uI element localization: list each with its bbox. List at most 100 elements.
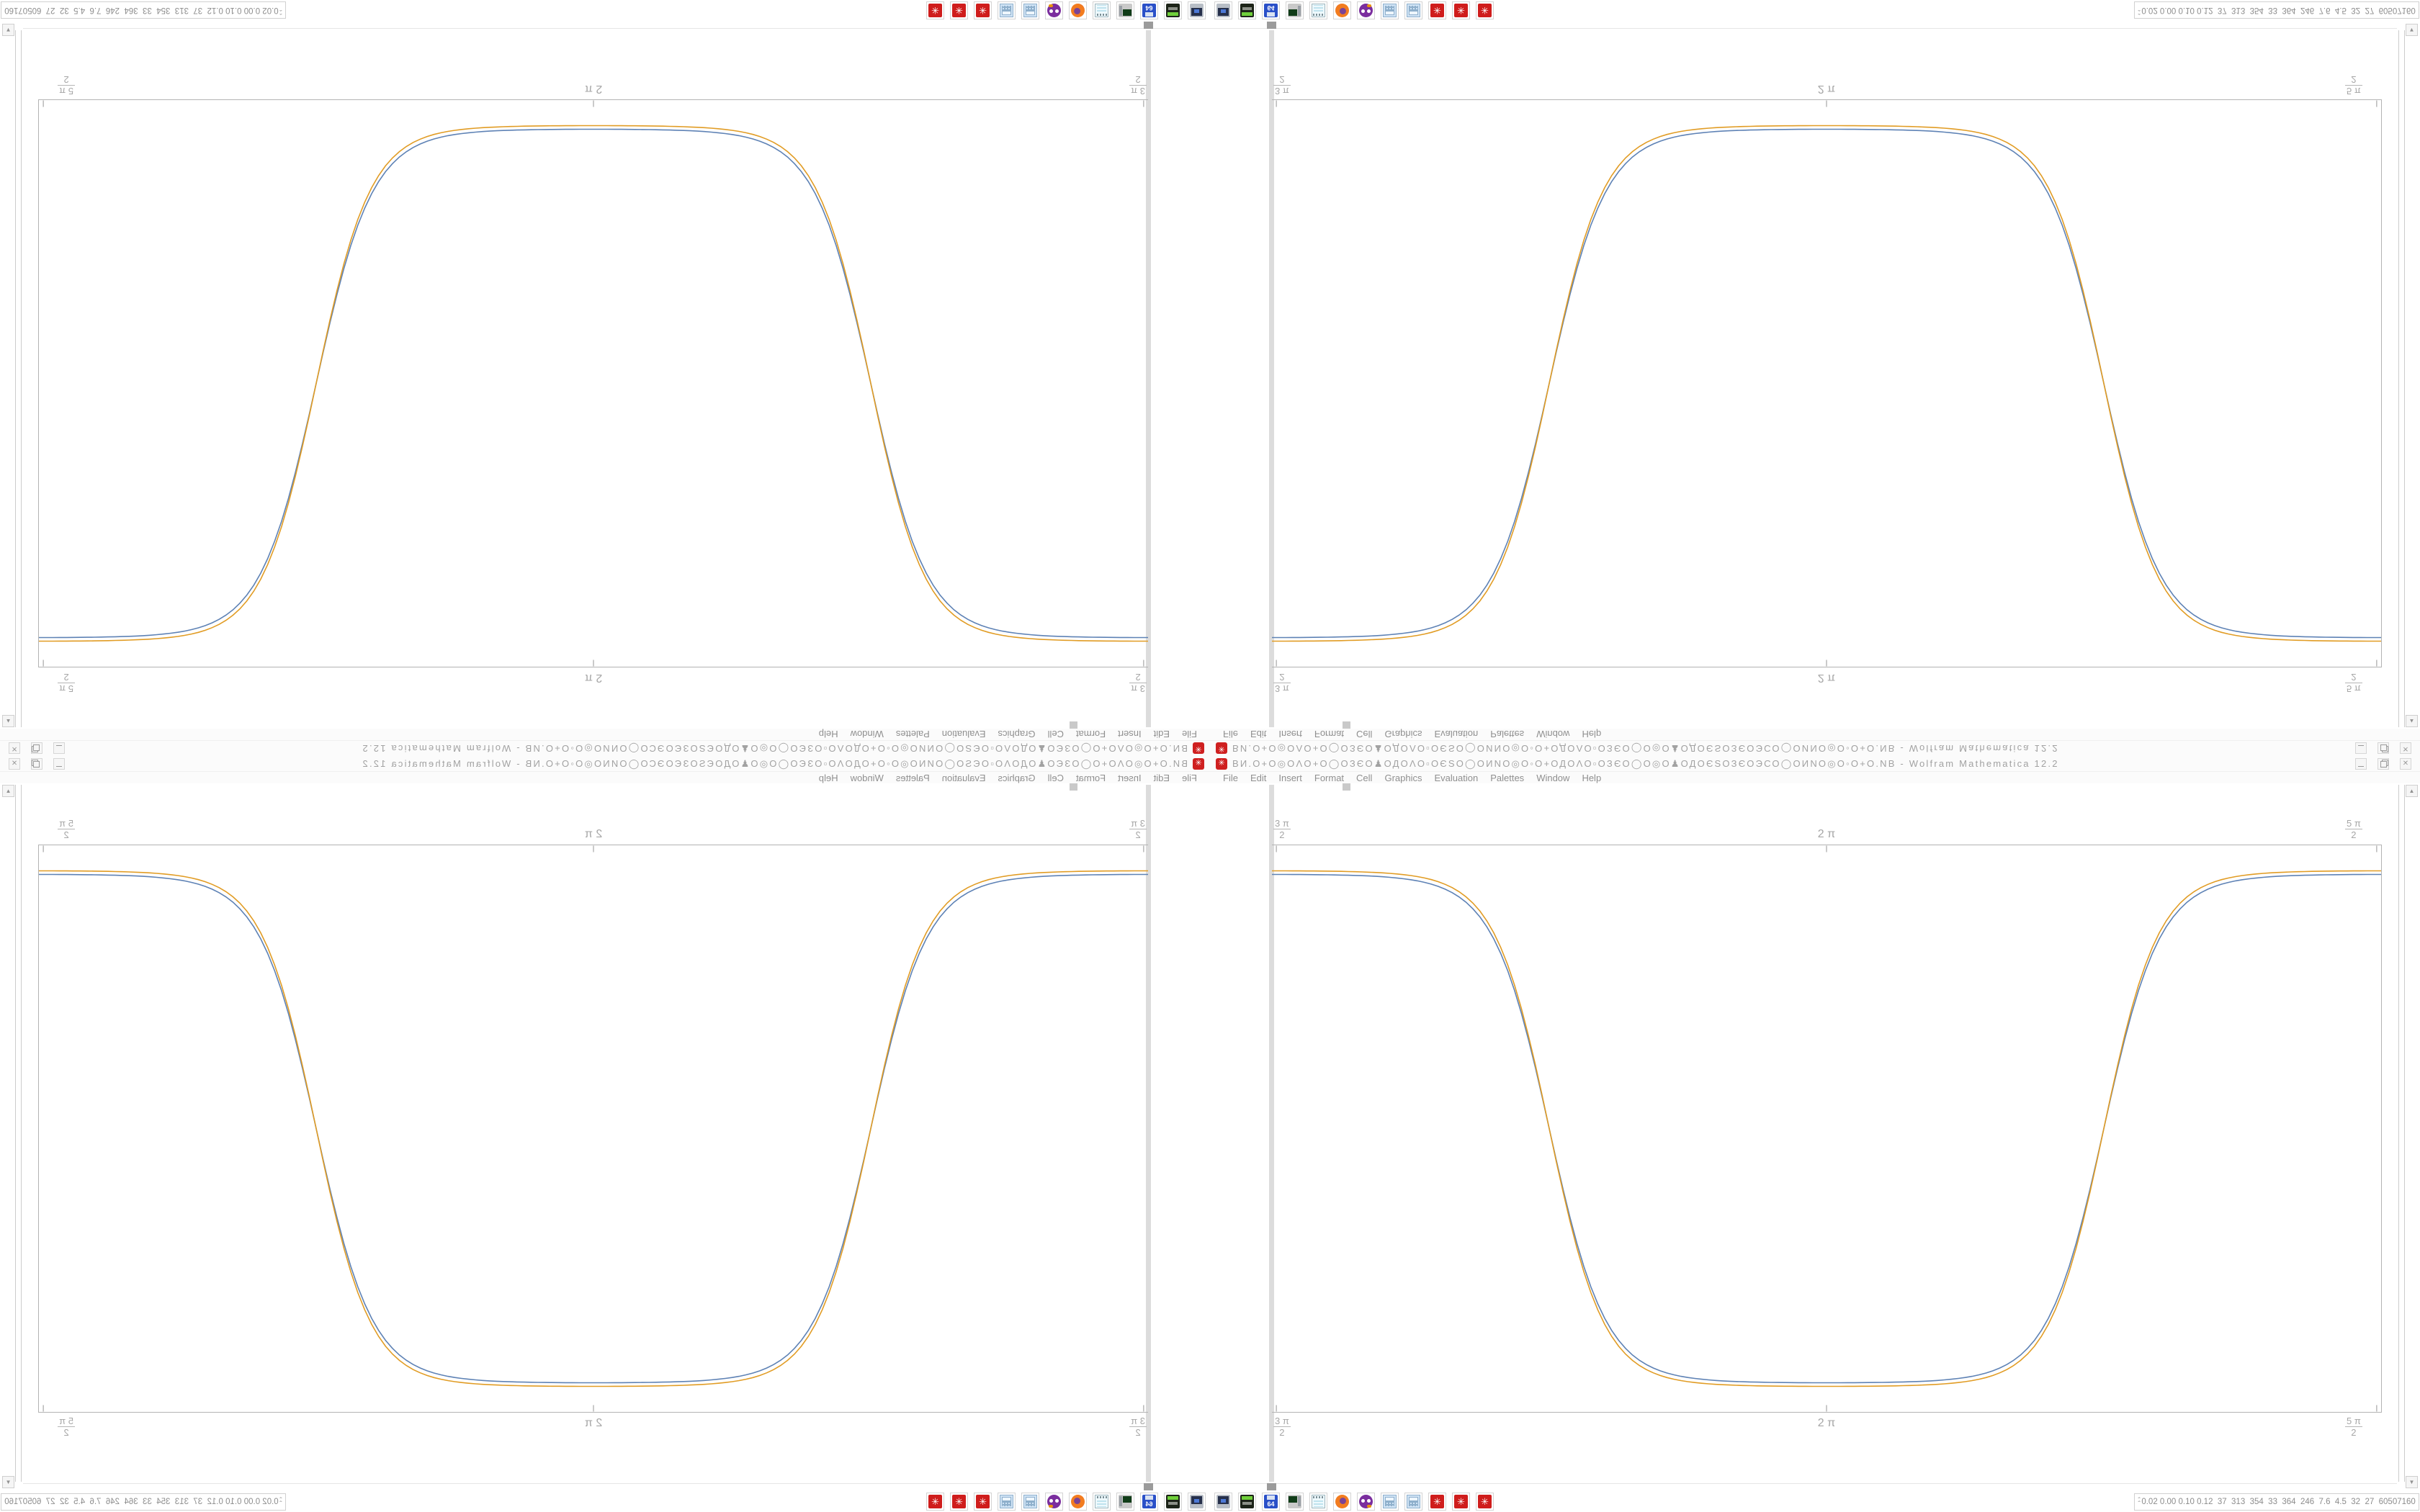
cell-bracket-outer[interactable] [2398,30,2399,727]
menu-evaluation[interactable]: Evaluation [1434,772,1479,783]
menu-format[interactable]: Format [1075,772,1106,783]
close-button[interactable]: ✕ [9,758,20,770]
taskbar-app-mathematica-2[interactable]: ✳ [1452,1493,1470,1511]
menu-help[interactable]: Help [818,772,838,783]
menu-format[interactable]: Format [1075,729,1106,740]
scrollbar-up-button[interactable]: ▲ [2,785,14,797]
taskbar-app-emulator[interactable] [1188,1,1206,19]
taskbar-app-disk-drive[interactable] [1238,1493,1256,1511]
scrollbar-up-button[interactable]: ▲ [2406,785,2418,797]
cell-bracket-outer[interactable] [2398,785,2399,1482]
menu-insert[interactable]: Insert [1278,729,1302,740]
menu-edit[interactable]: Edit [1153,729,1170,740]
menu-cell[interactable]: Cell [1047,729,1064,740]
menu-palettes[interactable]: Palettes [895,772,930,783]
taskbar-app-mathematica-3[interactable]: ✳ [1476,1493,1494,1511]
taskbar-app-mathematica-2[interactable]: ✳ [950,1,968,19]
taskbar-app-calculator-2[interactable] [998,1,1016,19]
menu-edit[interactable]: Edit [1250,729,1267,740]
menu-cell[interactable]: Cell [1356,729,1373,740]
restore-button[interactable] [31,758,42,770]
taskbar-app-retro-pc[interactable] [1116,1493,1134,1511]
taskbar-app-c64[interactable]: 64 [1262,1493,1280,1511]
horizontal-scrollbar-thumb[interactable] [1144,22,1153,29]
menu-help[interactable]: Help [818,729,838,740]
taskbar-app-calculator-2[interactable] [1404,1493,1422,1511]
left-scrollbar[interactable] [1269,785,1274,1482]
taskbar-app-calculator-1[interactable] [1381,1,1399,19]
taskbar-app-owl[interactable] [1045,1,1063,19]
window-title-bar[interactable]: ✳ ВИ.О+О◎ОΛО+О◯ОЗЄО♟ОДОΛО▫ОЄЅО◯ОИNО◎О◦О+… [0,756,1210,772]
menu-edit[interactable]: Edit [1153,772,1170,783]
restore-button[interactable] [31,742,42,754]
taskbar-app-disk-drive[interactable] [1238,1,1256,19]
taskbar-app-mathematica-2[interactable]: ✳ [950,1493,968,1511]
restore-button[interactable] [2378,758,2389,770]
minimize-button[interactable] [53,758,65,770]
menu-file[interactable]: File [1223,729,1238,740]
menu-insert[interactable]: Insert [1118,772,1142,783]
menu-help[interactable]: Help [1582,772,1602,783]
taskbar-app-firefox[interactable] [1333,1,1351,19]
horizontal-scrollbar-thumb[interactable] [1144,1483,1153,1490]
horizontal-scrollbar-track[interactable] [23,1483,1210,1484]
menu-evaluation[interactable]: Evaluation [941,772,986,783]
scrollbar-down-button[interactable]: ▼ [2,24,14,36]
cell-bracket-inner[interactable] [2404,785,2405,1482]
menu-palettes[interactable]: Palettes [895,729,930,740]
menu-edit[interactable]: Edit [1250,772,1267,783]
tray-chevron-icon[interactable]: ˆ ˆ [2138,1497,2141,1508]
minimize-button[interactable] [2355,758,2367,770]
taskbar-app-emulator[interactable] [1214,1,1232,19]
tray-chevron-icon[interactable]: ˆ ˆ [2138,4,2141,15]
taskbar-app-owl[interactable] [1357,1493,1375,1511]
cell-bracket-outer[interactable] [21,785,22,1482]
close-button[interactable]: ✕ [2400,742,2411,754]
window-title-bar[interactable]: ✳ ВИ.О+О◎ОΛО+О◯ОЗЄО♟ОДОΛО▫ОЄЅО◯ОИNО◎О◦О+… [0,740,1210,756]
scrollbar-up-button[interactable]: ▲ [2406,715,2418,727]
taskbar-app-notepad[interactable] [1093,1,1111,19]
close-button[interactable]: ✕ [9,742,20,754]
menu-window[interactable]: Window [850,772,884,783]
menu-window[interactable]: Window [1536,729,1570,740]
menu-graphics[interactable]: Graphics [1384,729,1422,740]
horizontal-scrollbar-thumb[interactable] [1267,22,1276,29]
menu-insert[interactable]: Insert [1118,729,1142,740]
minimize-button[interactable] [2355,742,2367,754]
menu-file[interactable]: File [1223,772,1238,783]
menu-cell[interactable]: Cell [1047,772,1064,783]
restore-button[interactable] [2378,742,2389,754]
menu-window[interactable]: Window [850,729,884,740]
cell-bracket-inner[interactable] [2404,30,2405,727]
taskbar-app-emulator[interactable] [1188,1493,1206,1511]
menu-evaluation[interactable]: Evaluation [941,729,986,740]
taskbar-app-c64[interactable]: 64 [1140,1,1158,19]
menu-evaluation[interactable]: Evaluation [1434,729,1479,740]
taskbar-app-notepad[interactable] [1309,1493,1327,1511]
horizontal-scrollbar-track[interactable] [23,28,1210,29]
taskbar-app-mathematica-1[interactable]: ✳ [974,1493,992,1511]
cell-bracket-inner[interactable] [15,30,16,727]
menu-insert[interactable]: Insert [1278,772,1302,783]
taskbar-app-mathematica-3[interactable]: ✳ [1476,1,1494,19]
taskbar-app-calculator-1[interactable] [1021,1493,1039,1511]
taskbar-app-calculator-1[interactable] [1021,1,1039,19]
taskbar-app-mathematica-3[interactable]: ✳ [926,1493,944,1511]
taskbar-app-owl[interactable] [1357,1,1375,19]
taskbar-app-firefox[interactable] [1333,1493,1351,1511]
menu-palettes[interactable]: Palettes [1490,772,1525,783]
cell-bracket-outer[interactable] [21,30,22,727]
taskbar-app-retro-pc[interactable] [1286,1493,1304,1511]
taskbar-app-calculator-2[interactable] [1404,1,1422,19]
cell-bracket-inner[interactable] [15,785,16,1482]
scrollbar-up-button[interactable]: ▲ [2,715,14,727]
menu-file[interactable]: File [1182,729,1197,740]
taskbar-app-firefox[interactable] [1069,1493,1087,1511]
taskbar-app-emulator[interactable] [1214,1493,1232,1511]
scrollbar-down-button[interactable]: ▼ [2406,24,2418,36]
taskbar-app-mathematica-1[interactable]: ✳ [1428,1493,1446,1511]
window-title-bar[interactable]: ✳ ВИ.О+О◎ОΛО+О◯ОЗЄО♟ОДОΛО▫ОЄЅО◯ОИNО◎О◦О+… [1210,756,2420,772]
taskbar-app-disk-drive[interactable] [1164,1493,1182,1511]
taskbar-app-owl[interactable] [1045,1493,1063,1511]
close-button[interactable]: ✕ [2400,758,2411,770]
